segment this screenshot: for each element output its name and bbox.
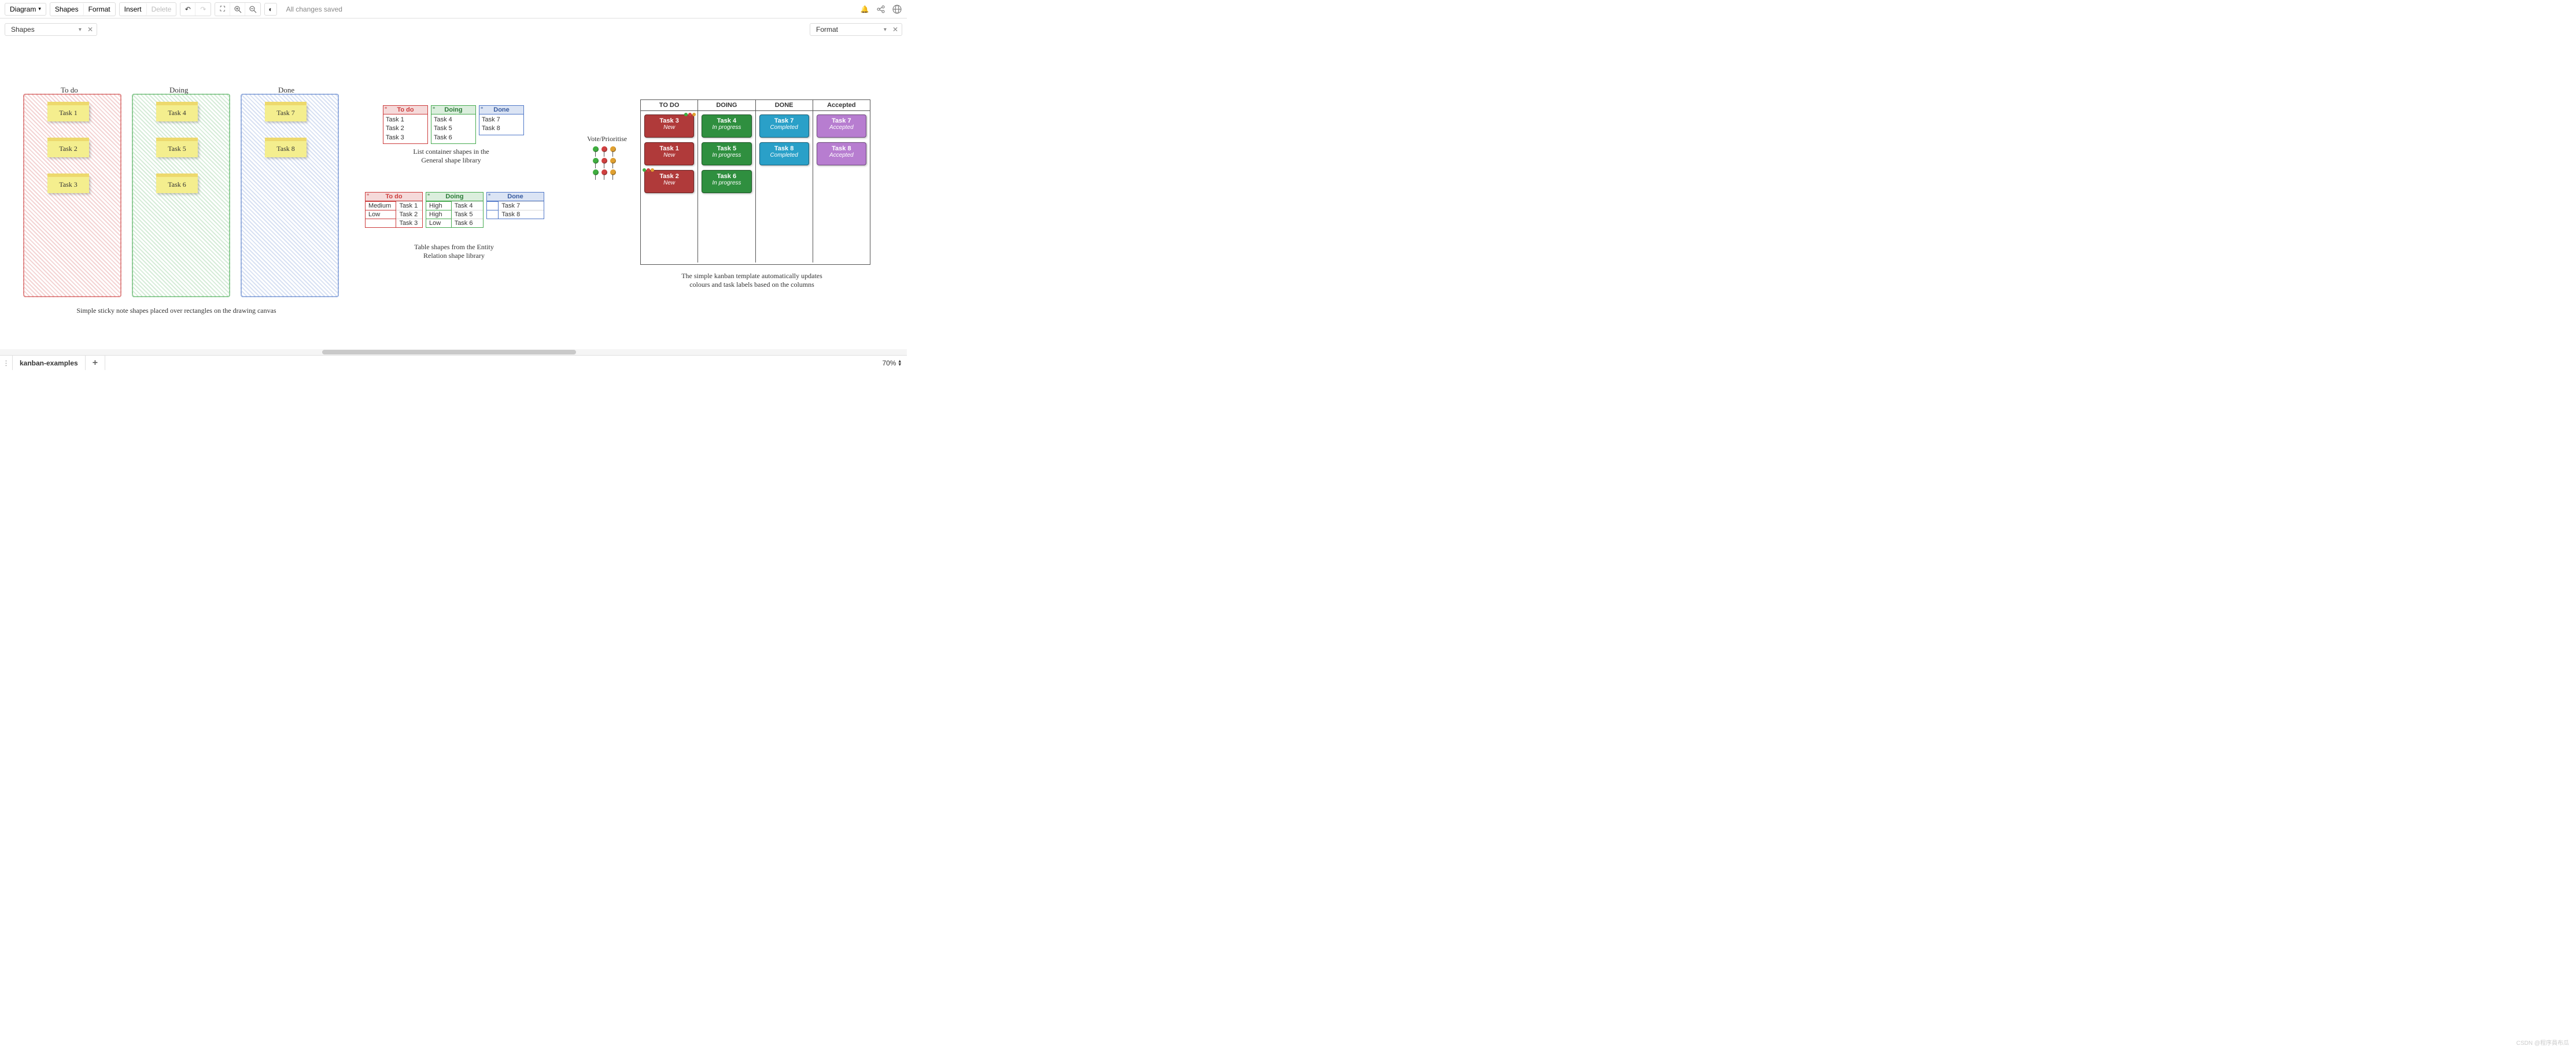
delete-button[interactable]: Delete xyxy=(147,3,176,16)
pin-icon[interactable] xyxy=(610,146,616,152)
sticky-note[interactable]: Task 1 xyxy=(47,104,89,121)
pin-icon[interactable] xyxy=(610,169,616,175)
vote-label: Vote/Prioritise xyxy=(587,135,627,143)
task-card[interactable]: Task 8Completed xyxy=(759,142,809,165)
template-column-head: DONE xyxy=(756,100,813,110)
list-container[interactable]: ≡To doTask 1Task 2Task 3 xyxy=(383,105,428,144)
format-button[interactable]: Format xyxy=(84,3,115,16)
close-right-panel-icon[interactable]: ✕ xyxy=(892,25,898,34)
share-icon[interactable] xyxy=(876,4,886,14)
sticky-note[interactable]: Task 4 xyxy=(156,104,198,121)
template-column-head: TO DO xyxy=(641,100,698,110)
left-panel-select[interactable]: Shapes ▾ ✕ xyxy=(5,23,97,36)
template-column-head: Accepted xyxy=(813,100,870,110)
template-column-head: DOING xyxy=(698,100,755,110)
pin-icon[interactable] xyxy=(593,169,599,175)
caption: Table shapes from the Entity Relation sh… xyxy=(405,243,503,260)
pages-menu-icon[interactable]: ⋮ xyxy=(0,356,13,370)
caption: The simple kanban template automatically… xyxy=(677,272,827,289)
globe-icon[interactable] xyxy=(892,4,902,14)
horizontal-scrollbar[interactable] xyxy=(0,349,907,355)
diagram-menu[interactable]: Diagram ▾ xyxy=(5,3,46,16)
task-card[interactable]: Task 7Accepted xyxy=(817,114,866,138)
chevron-down-icon: ▾ xyxy=(79,27,82,33)
template-column: Task 7Completed Task 8Completed xyxy=(756,111,813,263)
pin-icon[interactable] xyxy=(593,158,599,164)
save-status: All changes saved xyxy=(286,5,342,13)
close-left-panel-icon[interactable]: ✕ xyxy=(87,25,93,34)
task-card[interactable]: Task 8Accepted xyxy=(817,142,866,165)
table-container[interactable]: ≡DoneTask 7Task 8 xyxy=(486,192,544,219)
template-column: Task 7Accepted Task 8Accepted xyxy=(813,111,870,263)
chevron-down-icon: ▾ xyxy=(884,27,887,33)
task-card[interactable]: Task 5In progress xyxy=(702,142,751,165)
sticky-note[interactable]: Task 6 xyxy=(156,176,198,193)
dark-mode-icon[interactable]: ◐ xyxy=(264,3,276,16)
undo-icon[interactable]: ↶ xyxy=(180,3,195,16)
page-tab[interactable]: kanban-examples xyxy=(13,356,86,370)
pin-icon[interactable] xyxy=(601,158,607,164)
caption: Simple sticky note shapes placed over re… xyxy=(67,306,286,315)
table-container[interactable]: ≡DoingHighTask 4HighTask 5LowTask 6 xyxy=(426,192,484,228)
zoom-level[interactable]: 70% ▴▾ xyxy=(876,359,907,367)
pin-icon[interactable] xyxy=(610,158,616,164)
task-card[interactable]: Task 1New xyxy=(644,142,694,165)
fullscreen-icon[interactable]: ⛶ xyxy=(215,3,230,16)
sticky-note[interactable]: Task 5 xyxy=(156,140,198,157)
list-container[interactable]: ≡DoneTask 7Task 8 xyxy=(479,105,524,135)
pin-icon[interactable] xyxy=(601,146,607,152)
kanban-template[interactable]: TO DODOINGDONEAccepted Task 3New Task 1New… xyxy=(640,99,870,265)
top-toolbar: Diagram ▾ Shapes Format Insert Delete ↶ … xyxy=(0,0,907,19)
sticky-note[interactable]: Task 8 xyxy=(265,140,307,157)
sticky-note[interactable]: Task 7 xyxy=(265,104,307,121)
kanban-column[interactable] xyxy=(23,94,121,297)
template-column: Task 4In progress Task 5In progress Task 6… xyxy=(698,111,755,263)
kanban-column[interactable] xyxy=(132,94,230,297)
shapes-button[interactable]: Shapes xyxy=(50,3,84,16)
table-container[interactable]: ≡To doMediumTask 1LowTask 2Task 3 xyxy=(365,192,423,228)
task-card[interactable]: Task 2New xyxy=(644,170,694,193)
watermark: CSDN @程序員布瓜 xyxy=(2516,1038,2569,1047)
bell-icon[interactable]: 🔔 xyxy=(859,4,870,14)
right-panel-label: Format xyxy=(816,25,838,34)
caption: List container shapes in the General sha… xyxy=(405,147,497,165)
insert-button[interactable]: Insert xyxy=(120,3,147,16)
task-card[interactable]: Task 6In progress xyxy=(702,170,751,193)
template-column: Task 3New Task 1New Task 2New xyxy=(641,111,698,263)
sticky-note[interactable]: Task 2 xyxy=(47,140,89,157)
pin-icon[interactable] xyxy=(601,169,607,175)
task-card[interactable]: Task 4In progress xyxy=(702,114,751,138)
pin-icon[interactable] xyxy=(593,146,599,152)
drawing-canvas[interactable]: To doTask 1Task 2Task 3DoingTask 4Task 5… xyxy=(0,40,907,355)
zoom-in-icon[interactable] xyxy=(230,3,245,16)
sticky-note[interactable]: Task 3 xyxy=(47,176,89,193)
redo-icon[interactable]: ↷ xyxy=(195,3,211,16)
left-panel-label: Shapes xyxy=(11,25,35,34)
add-page-button[interactable]: + xyxy=(86,356,105,370)
right-panel-select[interactable]: Format ▾ ✕ xyxy=(810,23,902,36)
list-container[interactable]: ≡DoingTask 4Task 5Task 6 xyxy=(431,105,476,144)
kanban-column[interactable] xyxy=(241,94,339,297)
task-card[interactable]: Task 7Completed xyxy=(759,114,809,138)
task-card[interactable]: Task 3New xyxy=(644,114,694,138)
zoom-out-icon[interactable] xyxy=(245,3,260,16)
